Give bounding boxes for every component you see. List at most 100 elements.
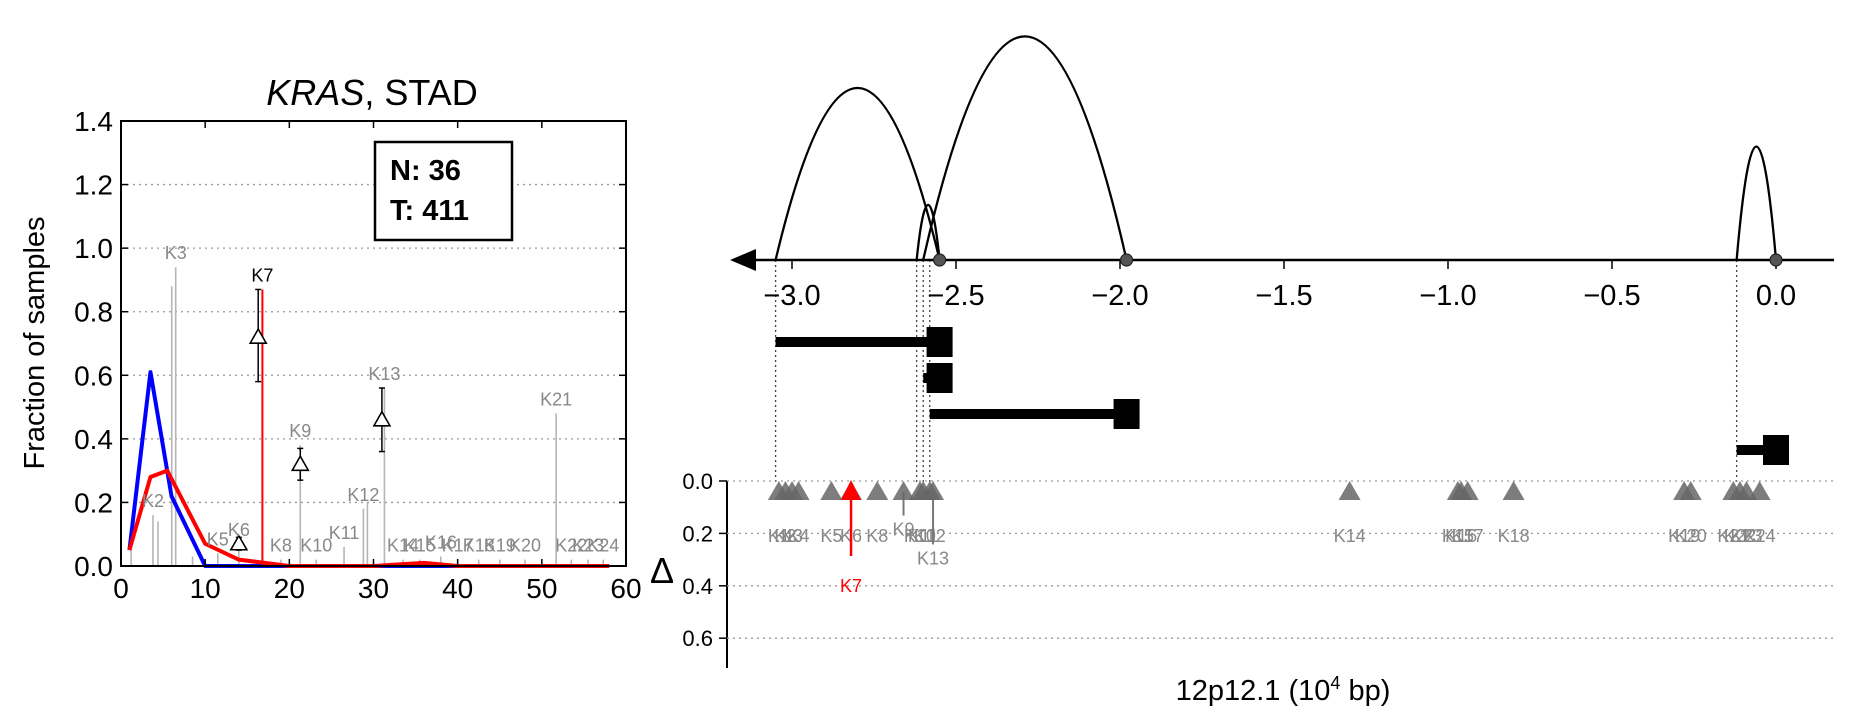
site-label-k17: K17 xyxy=(1452,526,1484,546)
site-label-k22: K22 xyxy=(1724,526,1756,546)
site-marker-k4 xyxy=(787,481,810,500)
splice-arc-2 xyxy=(915,204,941,261)
site-marker-k13 xyxy=(922,481,945,500)
bar-label-k9: K9 xyxy=(289,421,311,441)
x-tick-label: 40 xyxy=(442,573,473,604)
splice-arc-0 xyxy=(774,87,941,261)
splice-arc-3 xyxy=(1735,145,1778,261)
site-marker-k9 xyxy=(892,481,915,500)
transcript-exon-0 xyxy=(926,327,953,357)
left-chart-title: KRAS, STAD xyxy=(266,72,477,113)
bar-label-k2: K2 xyxy=(142,491,164,511)
transcript-line-0 xyxy=(775,337,940,347)
site-label-k15: K15 xyxy=(1442,526,1474,546)
y-tick-label: 0.8 xyxy=(74,297,113,328)
bar-label-k5: K5 xyxy=(207,529,229,549)
x-tick-label: 10 xyxy=(190,573,221,604)
splice-arcs xyxy=(774,35,1778,261)
bar-label-k11: K11 xyxy=(329,523,360,543)
site-label-k12: K12 xyxy=(914,526,946,546)
x-tick-label: 60 xyxy=(610,573,641,604)
site-label-k14: K14 xyxy=(1334,526,1366,546)
splice-arc-1 xyxy=(922,35,1128,261)
delta-tick-label: 0.0 xyxy=(682,469,713,494)
bar-label-k23: K23 xyxy=(572,536,604,556)
site-label-k2: K2 xyxy=(774,526,796,546)
genome-tick-label: −1.0 xyxy=(1419,280,1476,312)
bar-label-k19: K19 xyxy=(484,536,516,556)
site-label-k1: K1 xyxy=(768,526,790,546)
exon-point xyxy=(1769,253,1783,267)
site-label-k11: K11 xyxy=(908,526,939,546)
left-y-ticks: 0.0 0.2 0.4 0.6 0.8 1.0 1.2 1.4 xyxy=(74,106,626,582)
site-marker-k24 xyxy=(1748,481,1771,500)
y-tick-label: 1.0 xyxy=(74,233,113,264)
site-marker-k5 xyxy=(820,481,843,500)
sample-count-normal: N: 36 xyxy=(390,155,461,187)
delta-tick-label: 0.6 xyxy=(682,626,713,651)
bar-label-k22: K22 xyxy=(555,536,587,556)
right-chart: −3.0 −2.5 −2.0 −1.5 −1.0 −0.5 0.0 0.0 0.2 0.4 0.6… xyxy=(650,35,1834,707)
y-tick-label: 1.2 xyxy=(74,170,113,201)
bar-label-k13: K13 xyxy=(368,364,400,384)
bar-label-k20: K20 xyxy=(509,536,541,556)
site-marker-k7 xyxy=(841,480,862,500)
delta-marker-1 xyxy=(248,327,268,344)
x-tick-label: 30 xyxy=(358,573,389,604)
x-tick-label: 50 xyxy=(526,573,557,604)
y-tick-label: 1.4 xyxy=(74,106,113,137)
delta-marker-2 xyxy=(290,454,310,472)
transcripts xyxy=(775,327,1789,465)
site-label-k24: K24 xyxy=(1744,526,1776,546)
genome-tick-label: −2.0 xyxy=(1091,280,1148,312)
bar-label-k24: K24 xyxy=(587,536,619,556)
site-label-k3: K3 xyxy=(781,526,803,546)
site-label-k5: K5 xyxy=(820,526,842,546)
sample-count-tumor: T: 411 xyxy=(390,195,469,227)
bar-label-k12: K12 xyxy=(347,485,379,505)
genome-axis: −3.0 −2.5 −2.0 −1.5 −1.0 −0.5 0.0 xyxy=(730,249,1834,312)
bar-label-k15: K15 xyxy=(404,536,436,556)
left-markers xyxy=(229,288,392,551)
bar-label-k14: K14 xyxy=(387,536,419,556)
exon-point xyxy=(932,253,947,267)
y-tick-label: 0.0 xyxy=(74,551,113,582)
bar-label-k7: K7 xyxy=(251,265,273,285)
bar-label-k16: K16 xyxy=(425,532,457,552)
site-marker-k17 xyxy=(1456,481,1479,500)
left-y-axis-label: Fraction of samples xyxy=(19,216,51,469)
left-x-ticks: 0 10 20 30 40 50 60 xyxy=(113,121,642,604)
genome-tick-label: −2.5 xyxy=(927,280,984,312)
left-gridlines xyxy=(121,183,626,504)
bar-label-k3: K3 xyxy=(165,243,187,263)
sample-count-box: N: 36 T: 411 xyxy=(373,140,514,242)
genome-tick-label: −3.0 xyxy=(763,280,820,312)
delta-axis: 0.0 0.2 0.4 0.6 xyxy=(682,469,1834,668)
site-marker-k14 xyxy=(1338,481,1361,500)
genome-tick-label: −1.5 xyxy=(1255,280,1312,312)
y-tick-label: 0.4 xyxy=(74,424,113,455)
site-marker-k20 xyxy=(1679,481,1702,500)
site-label-k9: K9 xyxy=(893,520,915,540)
sample-count-frame xyxy=(373,140,514,242)
site-marker-k8 xyxy=(866,481,889,500)
bar-label-k17: K17 xyxy=(442,536,474,556)
transcript-line-3 xyxy=(1736,445,1776,455)
transcript-exon-2 xyxy=(1113,399,1140,429)
delta-tick-label: 0.2 xyxy=(682,521,713,546)
axis-arrowhead xyxy=(730,249,756,271)
x-tick-label: 20 xyxy=(274,573,305,604)
transcript-exon-1 xyxy=(926,363,953,393)
y-tick-label: 0.2 xyxy=(74,487,113,518)
bar-label-k10: K10 xyxy=(300,536,332,556)
site-marker-k18 xyxy=(1502,481,1525,500)
bar-label-k6: K6 xyxy=(228,520,250,540)
site-label-k8: K8 xyxy=(866,526,888,546)
site-label-k10: K10 xyxy=(904,526,936,546)
transcript-line-2 xyxy=(929,409,1127,419)
site-label-k13: K13 xyxy=(917,548,949,568)
site-markers: K1K2K3K4K5K6K7K8K9K10K11K12K13K14K15K16K… xyxy=(768,480,1776,596)
